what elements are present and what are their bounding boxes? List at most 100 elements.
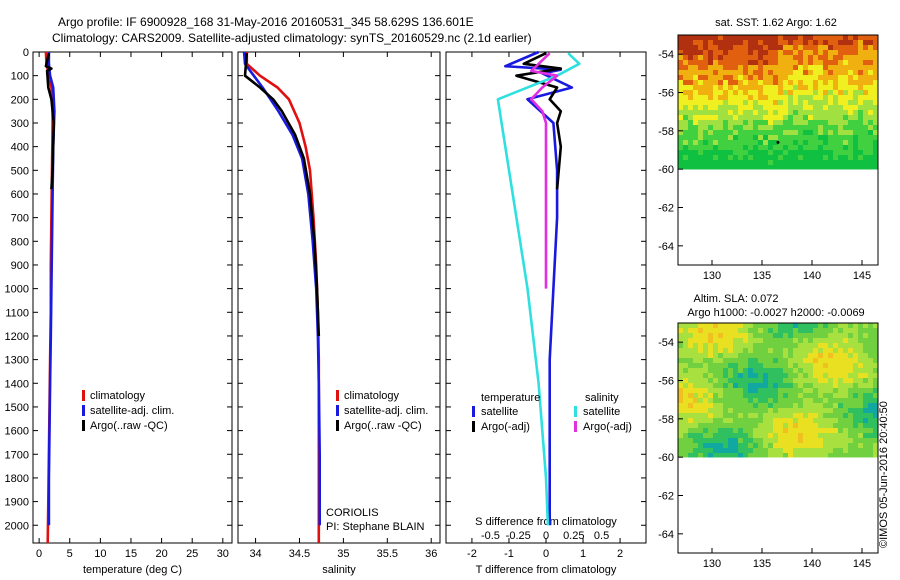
heatmap-cell — [698, 383, 704, 389]
heatmap-cell — [813, 438, 819, 444]
heatmap-cell — [838, 423, 844, 429]
heatmap-cell — [698, 70, 704, 76]
heatmap-cell — [808, 135, 814, 141]
heatmap-cell — [848, 428, 854, 434]
heatmap-cell — [753, 373, 759, 379]
heatmap-cell — [743, 105, 749, 111]
heatmap-cell — [728, 398, 734, 404]
heatmap-cell — [713, 45, 719, 51]
heatmap-cell — [733, 323, 739, 329]
heatmap-cell — [683, 60, 689, 66]
heatmap-cell — [818, 75, 824, 81]
heatmap-cell — [863, 398, 869, 404]
heatmap-cell — [863, 333, 869, 339]
heatmap-cell — [748, 155, 754, 161]
heatmap-cell — [843, 398, 849, 404]
heatmap-cell — [873, 383, 879, 389]
heatmap-cell — [868, 368, 874, 374]
heatmap-cell — [703, 105, 709, 111]
heatmap-cell — [738, 55, 744, 61]
heatmap-cell — [873, 373, 879, 379]
y-tick-label: -64 — [658, 529, 674, 541]
heatmap-cell — [763, 378, 769, 384]
heatmap-cell — [793, 418, 799, 424]
heatmap-cell — [788, 403, 794, 409]
heatmap-cell — [803, 438, 809, 444]
heatmap-cell — [748, 145, 754, 151]
heatmap-cell — [848, 343, 854, 349]
heatmap-cell — [748, 443, 754, 449]
heatmap-cell — [813, 348, 819, 354]
heatmap-cell — [783, 328, 789, 334]
heatmap-cell — [818, 433, 824, 439]
x-axis-label: temperature (deg C) — [83, 564, 182, 576]
heatmap-cell — [778, 398, 784, 404]
heatmap-cell — [768, 155, 774, 161]
heatmap-cell — [808, 343, 814, 349]
x-tick-label: 135 — [753, 270, 771, 282]
heatmap-cell — [773, 438, 779, 444]
heatmap-cell — [828, 408, 834, 414]
heatmap-cell — [843, 403, 849, 409]
heatmap-cell — [793, 160, 799, 166]
heatmap-cell — [828, 338, 834, 344]
heatmap-cell — [758, 75, 764, 81]
heatmap-cell — [783, 125, 789, 131]
heatmap-cell — [723, 85, 729, 91]
heatmap-cell — [808, 85, 814, 91]
heatmap-cell — [728, 363, 734, 369]
heatmap-cell — [808, 403, 814, 409]
heatmap-cell — [723, 160, 729, 166]
heatmap-cell — [868, 358, 874, 364]
heatmap-cell — [838, 40, 844, 46]
heatmap-cell — [788, 85, 794, 91]
heatmap-cell — [783, 35, 789, 41]
heatmap-cell — [778, 363, 784, 369]
x2-axis-label: S difference from climatology — [475, 516, 617, 528]
heatmap-cell — [738, 155, 744, 161]
heatmap-cell — [773, 363, 779, 369]
heatmap-cell — [858, 448, 864, 454]
heatmap-cell — [783, 100, 789, 106]
heatmap-cell — [768, 90, 774, 96]
heatmap-cell — [688, 368, 694, 374]
heatmap-cell — [853, 418, 859, 424]
heatmap-cell — [838, 438, 844, 444]
heatmap-cell — [773, 403, 779, 409]
heatmap-cell — [748, 363, 754, 369]
heatmap-cell — [823, 45, 829, 51]
heatmap-cell — [873, 433, 879, 439]
heatmap-cell — [838, 323, 844, 329]
heatmap-cell — [823, 35, 829, 41]
heatmap-cell — [728, 338, 734, 344]
heatmap-cell — [723, 398, 729, 404]
heatmap-cell — [803, 155, 809, 161]
heatmap-cell — [733, 433, 739, 439]
y-tick-label: -56 — [658, 376, 674, 388]
heatmap-cell — [768, 125, 774, 131]
heatmap-cell — [768, 383, 774, 389]
heatmap-cell — [798, 363, 804, 369]
heatmap-cell — [733, 378, 739, 384]
heatmap-cell — [723, 323, 729, 329]
heatmap-cell — [723, 70, 729, 76]
heatmap-cell — [728, 408, 734, 414]
heatmap-cell — [768, 423, 774, 429]
heatmap-cell — [823, 373, 829, 379]
heatmap-cell — [828, 453, 834, 458]
heatmap-cell — [858, 145, 864, 151]
heatmap-cell — [713, 165, 719, 170]
heatmap-cell — [808, 418, 814, 424]
heatmap-cell — [848, 80, 854, 86]
heatmap-cell — [818, 160, 824, 166]
heatmap-cell — [698, 338, 704, 344]
heatmap-cell — [828, 130, 834, 136]
heatmap-cell — [863, 338, 869, 344]
heatmap-cell — [843, 438, 849, 444]
heatmap-cell — [738, 160, 744, 166]
heatmap-cell — [778, 85, 784, 91]
heatmap-cell — [828, 388, 834, 394]
heatmap-cell — [748, 438, 754, 444]
heatmap-cell — [693, 165, 699, 170]
heatmap-cell — [863, 65, 869, 71]
